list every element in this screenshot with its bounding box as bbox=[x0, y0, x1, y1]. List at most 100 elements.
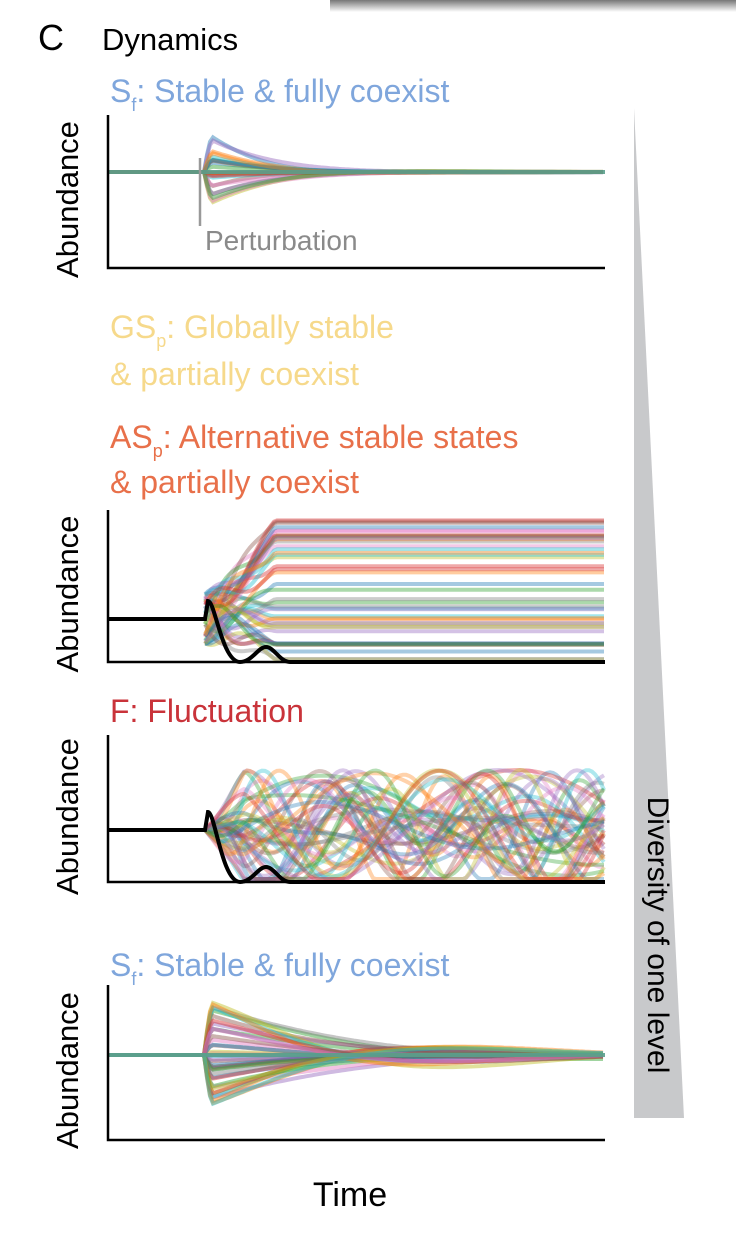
trajectory bbox=[203, 796, 605, 881]
trajectory bbox=[204, 611, 604, 646]
trajectory bbox=[204, 622, 604, 647]
trajectory bbox=[204, 631, 604, 662]
trajectory bbox=[203, 534, 604, 625]
plot: Sf: Stable & fully coexist Abundance Pertu… bbox=[50, 73, 605, 278]
trajectory bbox=[203, 602, 604, 628]
trajectory bbox=[203, 768, 606, 881]
panel-title: Dynamics bbox=[102, 22, 238, 57]
trajectory bbox=[204, 775, 605, 881]
trajectory bbox=[203, 597, 604, 646]
axes bbox=[106, 115, 605, 270]
plot-title: & partially coexist bbox=[110, 464, 359, 500]
trajectory bbox=[203, 600, 604, 631]
trajectory bbox=[204, 809, 605, 855]
trajectory bbox=[203, 770, 606, 881]
trajectory bbox=[108, 138, 603, 175]
trajectory bbox=[203, 785, 606, 881]
plot-title: & partially coexist bbox=[110, 356, 359, 392]
plot-title: F: Fluctuation bbox=[110, 693, 304, 729]
trajectory bbox=[204, 774, 606, 881]
trajectory bbox=[204, 593, 604, 628]
trajectory bbox=[203, 564, 604, 638]
trajectory bbox=[203, 587, 604, 634]
title-text: AS bbox=[110, 419, 153, 455]
trajectory bbox=[204, 607, 604, 646]
trajectory bbox=[204, 768, 606, 881]
trajectory bbox=[204, 771, 606, 881]
trajectory bbox=[204, 767, 606, 881]
trajectory bbox=[203, 807, 605, 853]
curves bbox=[108, 134, 605, 205]
trajectory bbox=[203, 613, 604, 646]
trajectory bbox=[203, 570, 604, 616]
trajectory bbox=[203, 792, 606, 878]
title-text: S bbox=[110, 73, 131, 109]
trajectory bbox=[203, 785, 606, 858]
title-text: : Stable & fully coexist bbox=[136, 947, 449, 983]
trajectory bbox=[203, 768, 606, 877]
title-text: GS bbox=[110, 309, 156, 345]
trajectory bbox=[203, 603, 604, 647]
trajectory bbox=[204, 768, 605, 881]
subscript: f bbox=[131, 95, 137, 115]
subscript: p bbox=[156, 331, 166, 351]
plot-title: ASp: Alternative stable states bbox=[110, 419, 518, 461]
trajectory bbox=[204, 528, 604, 623]
x-label: Time bbox=[313, 1176, 387, 1214]
trajectory bbox=[204, 778, 605, 881]
trajectory bbox=[204, 518, 604, 605]
trajectory bbox=[203, 768, 605, 867]
plot-title: GSp: Globally stable bbox=[110, 309, 394, 351]
trajectory bbox=[204, 768, 606, 881]
trajectory bbox=[203, 519, 604, 645]
trajectory bbox=[203, 596, 604, 642]
trajectory bbox=[203, 550, 604, 637]
trajectory bbox=[203, 768, 606, 879]
subscript: f bbox=[131, 969, 137, 989]
trajectory bbox=[203, 623, 604, 647]
trajectory bbox=[204, 777, 606, 880]
y-label: Abundance bbox=[50, 738, 85, 895]
trajectory bbox=[204, 603, 604, 642]
trajectory bbox=[203, 592, 604, 615]
trajectory bbox=[203, 607, 604, 643]
trajectory bbox=[203, 768, 606, 881]
side-label: Diversity of one level bbox=[641, 797, 674, 1074]
trajectory bbox=[204, 769, 606, 881]
trajectory bbox=[204, 767, 606, 881]
plot: ASp: Alternative stable states& partiall… bbox=[50, 419, 605, 672]
trajectory bbox=[204, 809, 605, 846]
trajectory bbox=[203, 793, 604, 867]
trajectory bbox=[203, 555, 604, 645]
trajectory bbox=[203, 536, 604, 600]
plot: Sf: Stable & fully coexist Abundance bbox=[50, 947, 605, 1149]
axes bbox=[106, 510, 605, 664]
title-text: & partially coexist bbox=[110, 356, 359, 392]
trajectory bbox=[203, 780, 606, 881]
trajectory bbox=[203, 544, 604, 616]
title-text: S bbox=[110, 947, 131, 983]
title-text: & partially coexist bbox=[110, 464, 359, 500]
trajectory bbox=[203, 813, 605, 873]
trajectory bbox=[203, 782, 606, 881]
trajectory bbox=[203, 595, 604, 646]
trajectory bbox=[203, 567, 604, 607]
trajectory bbox=[203, 547, 604, 614]
axes bbox=[106, 735, 605, 884]
trajectory bbox=[204, 773, 605, 878]
y-label: Abundance bbox=[50, 992, 85, 1149]
trajectory bbox=[203, 781, 604, 881]
trajectory bbox=[204, 533, 604, 597]
subscript: p bbox=[153, 441, 163, 461]
trajectory bbox=[108, 134, 603, 175]
trajectory bbox=[203, 779, 605, 867]
trajectory bbox=[203, 768, 606, 881]
trajectory bbox=[203, 604, 604, 661]
trajectory bbox=[204, 606, 604, 646]
trajectory bbox=[204, 539, 604, 633]
title-text: : Alternative stable states bbox=[163, 419, 519, 455]
trajectory bbox=[203, 771, 606, 881]
trajectory bbox=[204, 772, 606, 881]
